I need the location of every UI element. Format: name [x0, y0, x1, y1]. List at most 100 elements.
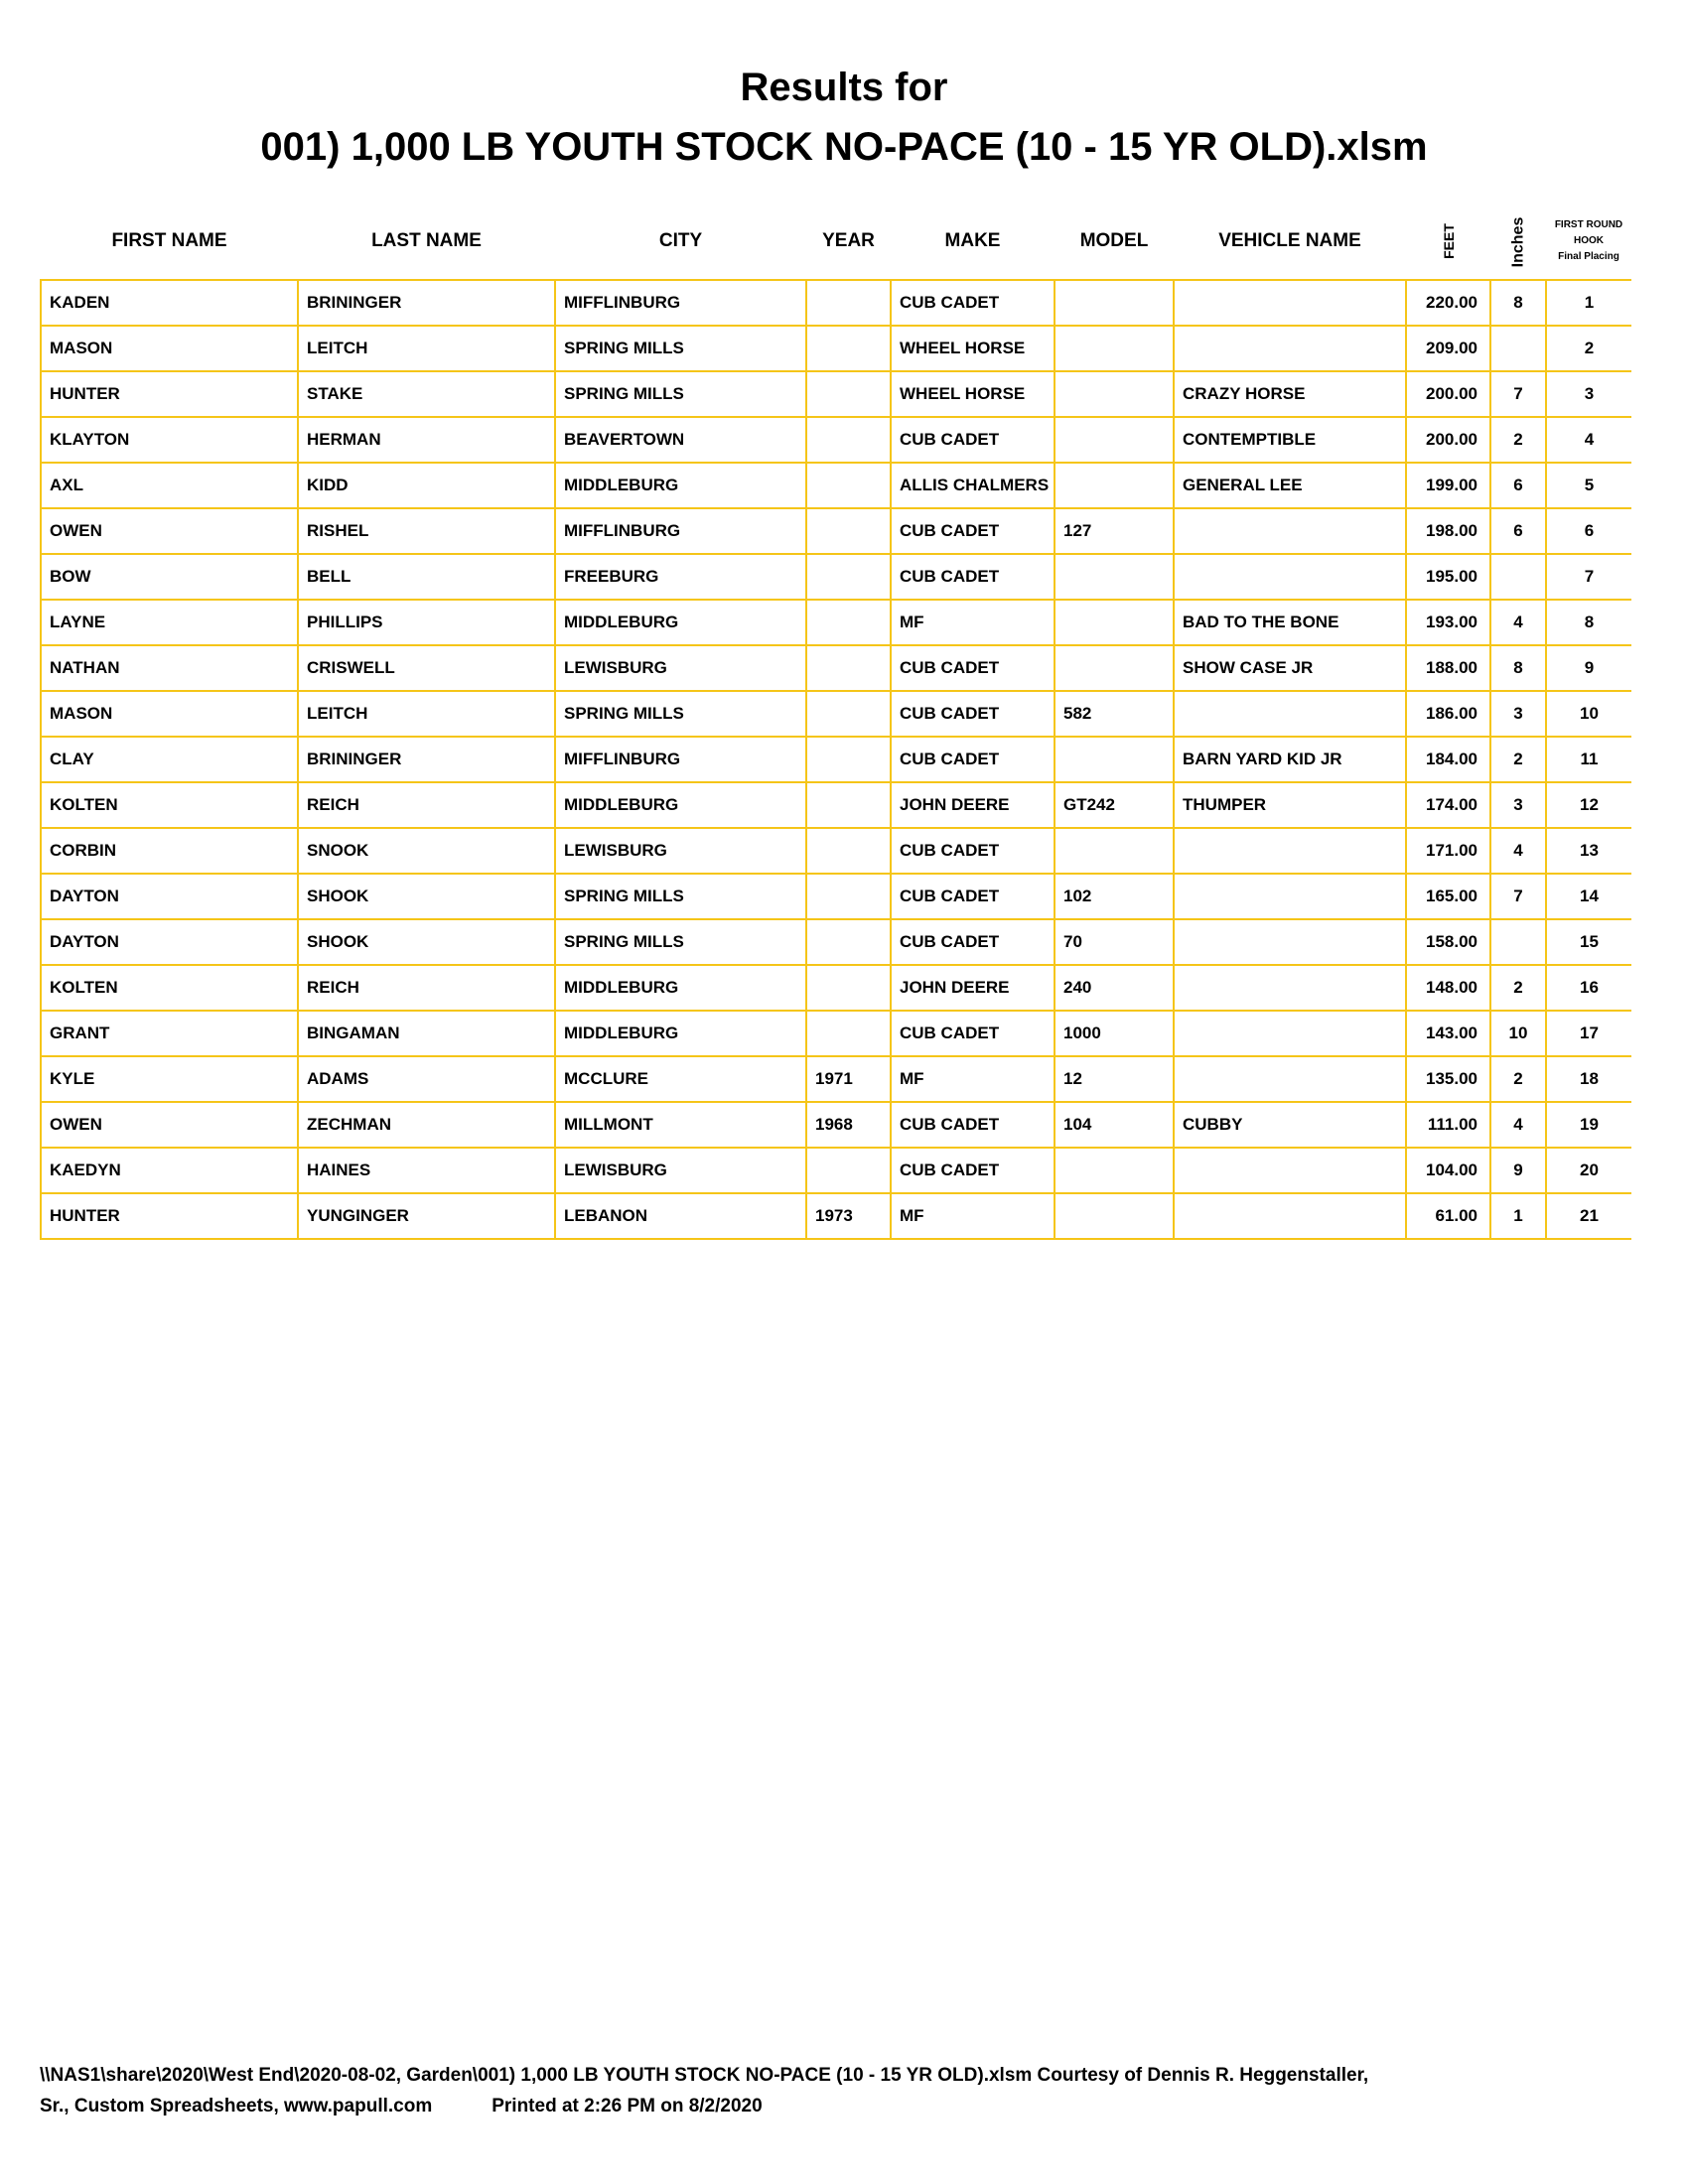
cell-placing: 16: [1545, 964, 1631, 1012]
cell-inches: 3: [1489, 781, 1547, 829]
cell-vehicle-name: [1173, 279, 1407, 327]
cell-city: MIDDLEBURG: [554, 599, 807, 646]
cell-feet: 195.00: [1405, 553, 1491, 601]
cell-feet: 174.00: [1405, 781, 1491, 829]
cell-inches: 2: [1489, 964, 1547, 1012]
cell-vehicle-name: BARN YARD KID JR: [1173, 736, 1407, 783]
header-last-name: LAST NAME: [371, 230, 482, 251]
cell-inches: 4: [1489, 599, 1547, 646]
cell-make: WHEEL HORSE: [890, 370, 1055, 418]
cell-first-name: KLAYTON: [40, 416, 299, 464]
cell-placing: 14: [1545, 873, 1631, 920]
cell-make: CUB CADET: [890, 1147, 1055, 1194]
cell-last-name: SHOOK: [297, 873, 556, 920]
cell-city: LEBANON: [554, 1192, 807, 1240]
cell-last-name: ADAMS: [297, 1055, 556, 1103]
table-row: CORBIN SNOOK LEWISBURG CUB CADET 171.00 4 13: [40, 827, 1631, 875]
cell-model: [1054, 827, 1175, 875]
cell-placing: 11: [1545, 736, 1631, 783]
cell-year: [805, 599, 892, 646]
cell-inches: [1489, 918, 1547, 966]
cell-feet: 104.00: [1405, 1147, 1491, 1194]
cell-last-name: SNOOK: [297, 827, 556, 875]
cell-model: [1054, 462, 1175, 509]
cell-first-name: KADEN: [40, 279, 299, 327]
header-model: MODEL: [1079, 230, 1149, 251]
cell-model: [1054, 599, 1175, 646]
cell-city: MIDDLEBURG: [554, 462, 807, 509]
cell-vehicle-name: [1173, 918, 1407, 966]
cell-make: CUB CADET: [890, 553, 1055, 601]
table-row: NATHAN CRISWELL LEWISBURG CUB CADET SHOW CAS…: [40, 644, 1631, 692]
cell-placing: 3: [1545, 370, 1631, 418]
cell-feet: 148.00: [1405, 964, 1491, 1012]
cell-feet: 200.00: [1405, 370, 1491, 418]
cell-year: [805, 370, 892, 418]
cell-placing: 9: [1545, 644, 1631, 692]
header-make: MAKE: [944, 230, 1001, 251]
cell-vehicle-name: [1173, 827, 1407, 875]
cell-model: GT242: [1054, 781, 1175, 829]
cell-model: 102: [1054, 873, 1175, 920]
cell-last-name: BRININGER: [297, 736, 556, 783]
table-row: KLAYTON HERMAN BEAVERTOWN CUB CADET CONTEMPT…: [40, 416, 1631, 464]
footer-printed: Printed at 2:26 PM on 8/2/2020: [492, 2096, 763, 2116]
header-final-line-3: Final Placing: [1558, 251, 1619, 262]
cell-city: SPRING MILLS: [554, 918, 807, 966]
cell-model: [1054, 644, 1175, 692]
header-inches: Inches: [1490, 204, 1546, 280]
cell-make: CUB CADET: [890, 827, 1055, 875]
cell-vehicle-name: [1173, 964, 1407, 1012]
header-first-name: FIRST NAME: [111, 230, 227, 251]
cell-inches: 9: [1489, 1147, 1547, 1194]
cell-last-name: PHILLIPS: [297, 599, 556, 646]
table-row: OWEN RISHEL MIFFLINBURG CUB CADET 127 198.00 6…: [40, 507, 1631, 555]
cell-first-name: MASON: [40, 690, 299, 738]
cell-last-name: LEITCH: [297, 325, 556, 372]
table-row: LAYNE PHILLIPS MIDDLEBURG MF BAD TO THE BONE…: [40, 599, 1631, 646]
cell-model: [1054, 553, 1175, 601]
cell-inches: 7: [1489, 873, 1547, 920]
cell-last-name: STAKE: [297, 370, 556, 418]
header-year: YEAR: [822, 230, 875, 251]
cell-inches: 7: [1489, 370, 1547, 418]
cell-city: BEAVERTOWN: [554, 416, 807, 464]
cell-year: [805, 827, 892, 875]
header-row: FIRST NAME LAST NAME CITY YEAR MAKE MODE…: [41, 204, 1631, 280]
header-city: CITY: [658, 230, 703, 251]
cell-inches: 3: [1489, 690, 1547, 738]
cell-vehicle-name: CRAZY HORSE: [1173, 370, 1407, 418]
cell-inches: 6: [1489, 507, 1547, 555]
header-vehicle-name: VEHICLE NAME: [1218, 230, 1361, 251]
cell-make: CUB CADET: [890, 644, 1055, 692]
header-feet: FEET: [1406, 204, 1490, 280]
cell-first-name: GRANT: [40, 1010, 299, 1057]
table-row: MASON LEITCH SPRING MILLS WHEEL HORSE 209.00…: [40, 325, 1631, 372]
cell-make: CUB CADET: [890, 279, 1055, 327]
cell-model: 12: [1054, 1055, 1175, 1103]
cell-model: 104: [1054, 1101, 1175, 1149]
cell-first-name: CORBIN: [40, 827, 299, 875]
cell-vehicle-name: [1173, 1147, 1407, 1194]
cell-feet: 111.00: [1405, 1101, 1491, 1149]
cell-year: 1971: [805, 1055, 892, 1103]
cell-feet: 61.00: [1405, 1192, 1491, 1240]
cell-inches: 8: [1489, 279, 1547, 327]
cell-year: [805, 507, 892, 555]
table-row: KOLTEN REICH MIDDLEBURG JOHN DEERE 240 148.00…: [40, 964, 1631, 1012]
cell-year: 1973: [805, 1192, 892, 1240]
cell-feet: 209.00: [1405, 325, 1491, 372]
cell-city: MIFFLINBURG: [554, 279, 807, 327]
cell-make: MF: [890, 1192, 1055, 1240]
cell-vehicle-name: [1173, 553, 1407, 601]
cell-model: [1054, 1192, 1175, 1240]
cell-inches: [1489, 553, 1547, 601]
cell-first-name: LAYNE: [40, 599, 299, 646]
cell-make: CUB CADET: [890, 1101, 1055, 1149]
cell-year: [805, 964, 892, 1012]
cell-year: [805, 781, 892, 829]
cell-vehicle-name: CUBBY: [1173, 1101, 1407, 1149]
cell-placing: 4: [1545, 416, 1631, 464]
cell-make: MF: [890, 1055, 1055, 1103]
table-row: AXL KIDD MIDDLEBURG ALLIS CHALMERS GENERAL L…: [40, 462, 1631, 509]
